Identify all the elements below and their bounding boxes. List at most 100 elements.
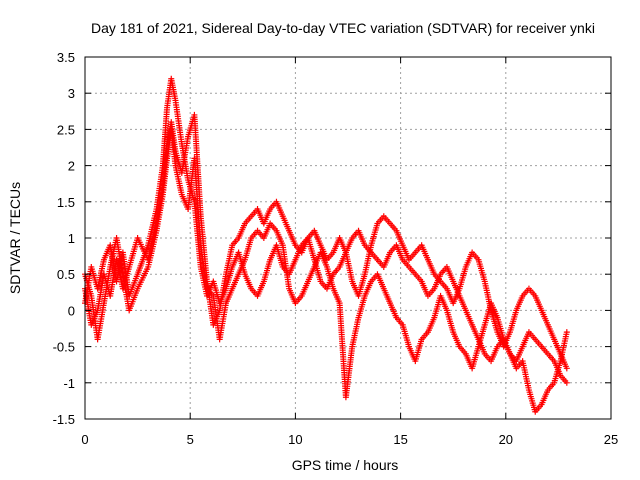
interpolated-markers xyxy=(261,258,273,283)
y-tick-label: 2 xyxy=(68,159,75,174)
interpolated-markers xyxy=(356,273,368,297)
interpolated-markers xyxy=(223,266,235,290)
interpolated-markers xyxy=(514,345,525,362)
interpolated-markers xyxy=(230,236,240,247)
interpolated-markers xyxy=(145,208,159,246)
interpolated-markers xyxy=(388,222,398,232)
y-tick-label: 3 xyxy=(68,86,75,101)
interpolated-markers xyxy=(438,295,449,312)
interpolated-markers xyxy=(362,244,374,275)
interpolated-markers xyxy=(533,338,543,348)
interpolated-markers xyxy=(191,157,204,246)
x-tick-label: 5 xyxy=(187,432,194,447)
interpolated-markers xyxy=(256,229,266,240)
interpolated-markers xyxy=(546,352,556,363)
interpolated-markers xyxy=(173,164,185,196)
interpolated-markers xyxy=(413,273,424,283)
interpolated-markers xyxy=(287,229,298,247)
interpolated-markers xyxy=(558,331,570,362)
interpolated-markers xyxy=(470,323,481,341)
interpolated-markers xyxy=(375,273,386,290)
interpolated-markers xyxy=(382,215,392,225)
interpolated-markers xyxy=(249,229,259,240)
chart-title: Day 181 of 2021, Sidereal Day-to-day VTE… xyxy=(91,20,595,36)
interpolated-markers xyxy=(526,389,538,413)
interpolated-markers xyxy=(381,251,393,268)
interpolated-markers xyxy=(249,287,259,298)
interpolated-markers xyxy=(223,287,235,305)
interpolated-markers xyxy=(268,222,278,232)
interpolated-markers xyxy=(444,266,456,283)
interpolated-markers xyxy=(172,99,185,145)
interpolated-markers xyxy=(261,208,273,225)
interpolated-markers xyxy=(331,287,342,305)
interpolated-markers xyxy=(458,345,468,355)
interpolated-markers xyxy=(470,251,480,261)
interpolated-markers xyxy=(444,309,456,333)
interpolated-markers xyxy=(114,237,126,275)
interpolated-markers xyxy=(420,330,430,341)
interpolated-markers xyxy=(249,207,259,218)
interpolated-markers xyxy=(243,215,253,225)
interpolated-markers xyxy=(501,338,513,355)
interpolated-markers xyxy=(369,251,379,261)
interpolated-markers xyxy=(299,237,311,254)
y-tick-label: 2.5 xyxy=(57,122,75,137)
interpolated-markers xyxy=(242,237,254,261)
interpolated-markers xyxy=(521,287,531,298)
x-axis-ticks: 0 5 10 15 20 25 xyxy=(81,57,618,447)
interpolated-markers xyxy=(533,295,544,312)
interpolated-markers xyxy=(451,287,462,305)
interpolated-markers xyxy=(507,309,519,333)
interpolated-markers xyxy=(400,324,412,348)
y-tick-label: 0 xyxy=(68,303,75,318)
interpolated-markers xyxy=(242,273,254,290)
interpolated-markers xyxy=(356,229,367,247)
interpolated-markers xyxy=(425,258,437,276)
y-tick-label: -1 xyxy=(63,376,75,391)
interpolated-markers xyxy=(160,157,170,196)
interpolated-markers xyxy=(135,266,151,290)
interpolated-markers xyxy=(153,193,166,232)
interpolated-markers xyxy=(318,251,330,268)
interpolated-markers xyxy=(280,244,292,290)
interpolated-markers xyxy=(294,294,304,305)
x-tick-label: 20 xyxy=(499,432,513,447)
interpolated-markers xyxy=(205,287,215,298)
interpolated-markers xyxy=(527,287,537,298)
interpolated-markers xyxy=(356,295,368,319)
data-series xyxy=(82,75,570,415)
interpolated-markers xyxy=(319,280,329,290)
interpolated-markers xyxy=(545,323,557,341)
interpolated-markers xyxy=(539,389,550,406)
interpolated-markers xyxy=(533,403,543,413)
interpolated-markers xyxy=(230,273,241,290)
interpolated-markers xyxy=(369,273,379,283)
interpolated-markers xyxy=(153,164,166,210)
data-point xyxy=(563,379,570,386)
y-axis-title: SDTVAR / TECUs xyxy=(7,182,23,294)
interpolated-markers xyxy=(363,244,373,254)
interpolated-markers xyxy=(520,360,532,391)
interpolated-markers xyxy=(255,280,266,297)
interpolated-markers xyxy=(395,316,405,327)
x-tick-label: 25 xyxy=(604,432,618,447)
series-track-3 xyxy=(82,126,570,415)
interpolated-markers xyxy=(274,200,285,218)
interpolated-markers xyxy=(217,302,229,341)
interpolated-markers xyxy=(350,229,360,240)
interpolated-markers xyxy=(337,237,348,254)
interpolated-markers xyxy=(376,215,386,225)
interpolated-markers xyxy=(179,135,191,174)
interpolated-markers xyxy=(540,345,550,355)
interpolated-markers xyxy=(476,324,488,348)
interpolated-markers xyxy=(376,258,386,269)
interpolated-markers xyxy=(362,280,374,297)
y-axis-ticks: -1.5 -1 -0.5 0 0.5 1 1.5 2 2.5 3 3.5 xyxy=(53,50,611,427)
interpolated-markers xyxy=(546,381,556,392)
interpolated-markers xyxy=(127,287,140,312)
interpolated-markers xyxy=(394,229,405,247)
interpolated-markers xyxy=(514,295,525,312)
x-axis-title: GPS time / hours xyxy=(292,457,399,473)
